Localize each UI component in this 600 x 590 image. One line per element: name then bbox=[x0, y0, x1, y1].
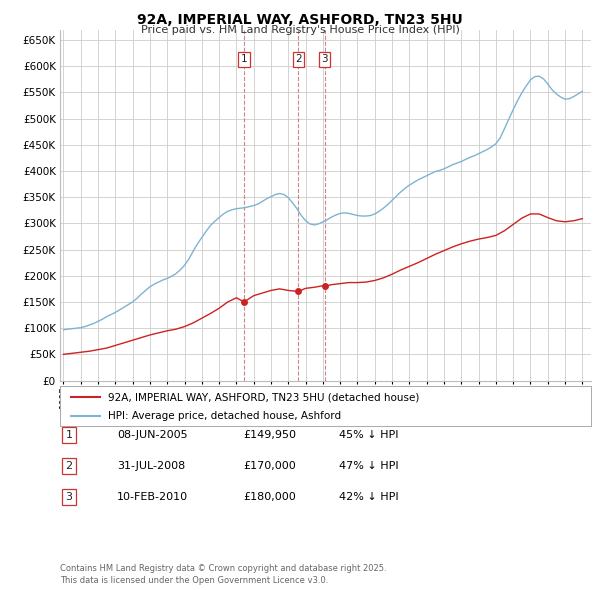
Text: 92A, IMPERIAL WAY, ASHFORD, TN23 5HU (detached house): 92A, IMPERIAL WAY, ASHFORD, TN23 5HU (de… bbox=[108, 392, 419, 402]
Text: £149,950: £149,950 bbox=[243, 430, 296, 440]
Text: 3: 3 bbox=[65, 493, 73, 502]
Text: 3: 3 bbox=[322, 54, 328, 64]
Text: 92A, IMPERIAL WAY, ASHFORD, TN23 5HU: 92A, IMPERIAL WAY, ASHFORD, TN23 5HU bbox=[137, 13, 463, 27]
Text: 2: 2 bbox=[295, 54, 302, 64]
Text: 1: 1 bbox=[241, 54, 247, 64]
Text: 31-JUL-2008: 31-JUL-2008 bbox=[117, 461, 185, 471]
Text: 08-JUN-2005: 08-JUN-2005 bbox=[117, 430, 188, 440]
Text: £180,000: £180,000 bbox=[243, 493, 296, 502]
Text: HPI: Average price, detached house, Ashford: HPI: Average price, detached house, Ashf… bbox=[108, 411, 341, 421]
Text: 42% ↓ HPI: 42% ↓ HPI bbox=[339, 493, 398, 502]
Text: £170,000: £170,000 bbox=[243, 461, 296, 471]
Text: 1: 1 bbox=[65, 430, 73, 440]
Text: 47% ↓ HPI: 47% ↓ HPI bbox=[339, 461, 398, 471]
Text: Contains HM Land Registry data © Crown copyright and database right 2025.
This d: Contains HM Land Registry data © Crown c… bbox=[60, 565, 386, 585]
Text: 2: 2 bbox=[65, 461, 73, 471]
Text: 45% ↓ HPI: 45% ↓ HPI bbox=[339, 430, 398, 440]
Text: Price paid vs. HM Land Registry's House Price Index (HPI): Price paid vs. HM Land Registry's House … bbox=[140, 25, 460, 35]
Text: 10-FEB-2010: 10-FEB-2010 bbox=[117, 493, 188, 502]
